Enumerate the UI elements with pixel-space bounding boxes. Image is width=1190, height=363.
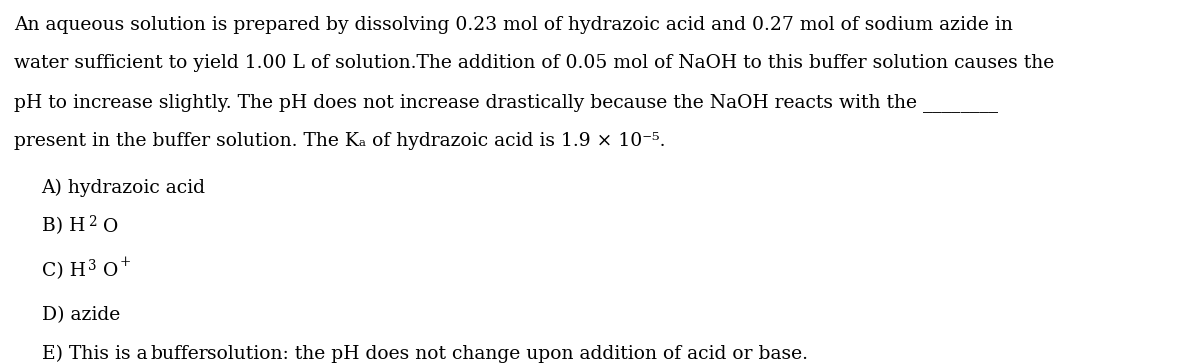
Text: E) This is a: E) This is a <box>42 345 154 363</box>
Text: water sufficient to yield 1.00 L of solution.The addition of 0.05 mol of NaOH to: water sufficient to yield 1.00 L of solu… <box>14 54 1054 72</box>
Text: D) azide: D) azide <box>42 306 120 324</box>
Text: buffer: buffer <box>151 345 208 363</box>
Text: 2: 2 <box>88 215 96 229</box>
Text: B) H: B) H <box>42 217 84 236</box>
Text: pH to increase slightly. The pH does not increase drastically because the NaOH r: pH to increase slightly. The pH does not… <box>14 93 998 112</box>
Text: solution: the pH does not change upon addition of acid or base.: solution: the pH does not change upon ad… <box>201 345 808 363</box>
Text: present in the buffer solution. The Kₐ of hydrazoic acid is 1.9 × 10⁻⁵.: present in the buffer solution. The Kₐ o… <box>14 132 665 150</box>
Text: O: O <box>104 262 118 280</box>
Text: C) H: C) H <box>42 262 86 280</box>
Text: 3: 3 <box>88 259 96 273</box>
Text: +: + <box>120 255 131 269</box>
Text: A) hydrazoic acid: A) hydrazoic acid <box>42 179 206 197</box>
Text: An aqueous solution is prepared by dissolving 0.23 mol of hydrazoic acid and 0.2: An aqueous solution is prepared by disso… <box>14 16 1013 34</box>
Text: O: O <box>104 217 118 236</box>
